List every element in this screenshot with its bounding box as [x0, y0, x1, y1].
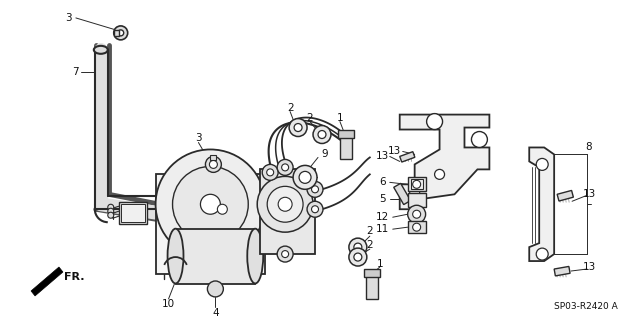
Circle shape — [294, 123, 302, 131]
Bar — [408, 193, 426, 207]
Circle shape — [354, 253, 362, 261]
Circle shape — [413, 210, 420, 218]
Bar — [114, 30, 119, 36]
Circle shape — [277, 246, 293, 262]
Circle shape — [427, 114, 442, 130]
Circle shape — [156, 150, 265, 259]
Circle shape — [318, 130, 326, 138]
Circle shape — [289, 119, 307, 137]
Text: 3: 3 — [65, 13, 72, 23]
Text: 12: 12 — [376, 212, 389, 222]
Circle shape — [313, 126, 331, 144]
Text: 4: 4 — [212, 308, 219, 318]
Text: 2: 2 — [367, 240, 373, 250]
Polygon shape — [31, 267, 63, 296]
Ellipse shape — [247, 229, 263, 284]
Text: 11: 11 — [376, 224, 389, 234]
Bar — [366, 271, 378, 299]
Circle shape — [312, 206, 319, 213]
Text: 1: 1 — [376, 259, 383, 269]
Bar — [394, 183, 411, 204]
Circle shape — [173, 167, 248, 242]
Text: 6: 6 — [380, 177, 386, 187]
Text: 13: 13 — [376, 152, 389, 161]
Circle shape — [207, 281, 223, 297]
Text: 13: 13 — [388, 146, 401, 156]
Bar — [338, 130, 354, 137]
Circle shape — [536, 248, 548, 260]
Text: 2: 2 — [367, 226, 373, 236]
Circle shape — [108, 204, 114, 210]
Circle shape — [282, 164, 289, 171]
Circle shape — [435, 169, 445, 179]
Bar — [260, 169, 315, 254]
Text: 3: 3 — [195, 132, 202, 143]
Text: 2: 2 — [287, 103, 293, 113]
Circle shape — [472, 131, 488, 147]
Bar — [400, 152, 415, 162]
Circle shape — [408, 205, 426, 223]
Text: 8: 8 — [586, 143, 593, 152]
Circle shape — [299, 171, 311, 183]
Circle shape — [413, 180, 420, 188]
Circle shape — [293, 166, 317, 189]
Circle shape — [257, 176, 313, 232]
Circle shape — [282, 251, 289, 257]
Text: 10: 10 — [162, 299, 175, 309]
Circle shape — [200, 194, 220, 214]
Bar — [156, 174, 265, 274]
Circle shape — [277, 160, 293, 175]
Circle shape — [262, 164, 278, 180]
Polygon shape — [529, 147, 554, 261]
Circle shape — [267, 186, 303, 222]
Circle shape — [108, 212, 114, 218]
Circle shape — [312, 186, 319, 193]
Circle shape — [410, 187, 420, 197]
Ellipse shape — [94, 46, 108, 54]
Ellipse shape — [168, 229, 184, 284]
Text: 2: 2 — [307, 113, 314, 122]
Text: 1: 1 — [337, 113, 343, 122]
Polygon shape — [400, 115, 490, 209]
Circle shape — [118, 30, 124, 36]
Circle shape — [536, 159, 548, 170]
Circle shape — [349, 238, 367, 256]
Bar — [408, 177, 426, 191]
Bar — [554, 266, 570, 276]
Bar — [175, 229, 255, 284]
Bar — [340, 131, 352, 160]
Circle shape — [307, 181, 323, 197]
Circle shape — [209, 160, 218, 168]
Circle shape — [349, 248, 367, 266]
Bar — [121, 204, 145, 222]
Text: SP03-R2420 A: SP03-R2420 A — [554, 302, 618, 311]
Bar — [408, 221, 426, 233]
Text: 7: 7 — [72, 67, 79, 77]
Circle shape — [267, 169, 274, 176]
Bar — [211, 155, 216, 160]
Text: 13: 13 — [582, 189, 596, 199]
Circle shape — [218, 204, 227, 214]
Bar — [119, 202, 147, 224]
Circle shape — [354, 243, 362, 251]
Bar — [557, 190, 573, 201]
Text: 13: 13 — [582, 262, 596, 272]
Text: 9: 9 — [322, 149, 328, 160]
Ellipse shape — [182, 189, 195, 215]
Circle shape — [114, 26, 128, 40]
Circle shape — [108, 208, 114, 214]
Text: 5: 5 — [380, 194, 386, 204]
Circle shape — [413, 223, 420, 231]
Text: FR.: FR. — [63, 272, 84, 282]
Bar — [411, 179, 422, 189]
Circle shape — [307, 201, 323, 217]
Circle shape — [205, 156, 221, 172]
Circle shape — [278, 197, 292, 211]
Bar — [364, 269, 380, 277]
